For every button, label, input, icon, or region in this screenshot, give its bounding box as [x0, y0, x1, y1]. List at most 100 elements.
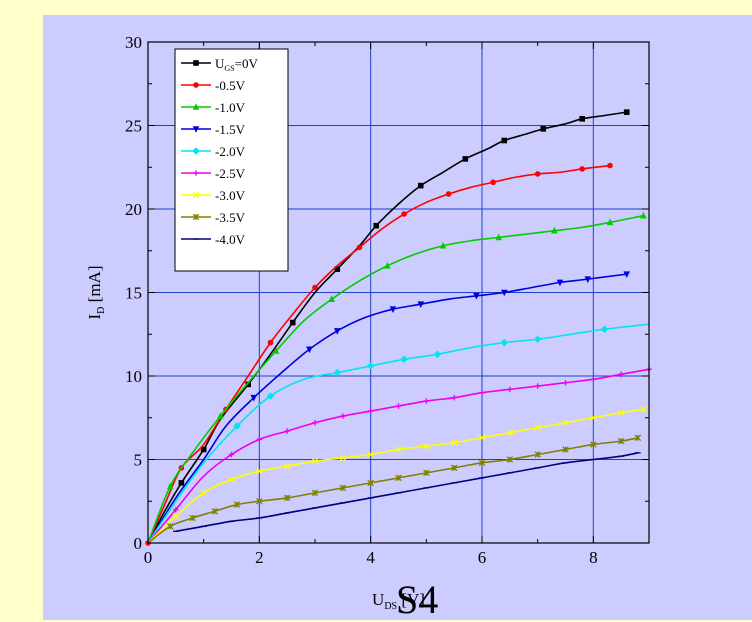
- y-tick-label: 5: [134, 451, 143, 470]
- y-tick-label: 25: [125, 117, 142, 136]
- x-tick-label: 8: [589, 548, 598, 567]
- series-1: [145, 162, 613, 546]
- data-point: [562, 446, 569, 453]
- data-point: [367, 408, 374, 414]
- series-line: [147, 323, 650, 544]
- data-point: [395, 474, 402, 482]
- data-point: [311, 457, 319, 465]
- legend-marker: [193, 82, 199, 88]
- y-tick-label: 10: [125, 367, 142, 386]
- data-point: [507, 386, 513, 393]
- series-6: [147, 406, 647, 544]
- data-point: [584, 276, 592, 283]
- ticks: 0 2 4 6 8 0 5 10 15 20 25 30: [125, 33, 650, 567]
- legend-marker: [192, 191, 200, 199]
- x-tick-label: 6: [478, 548, 487, 567]
- data-point: [640, 211, 647, 219]
- data-point: [256, 436, 263, 443]
- data-point: [189, 514, 196, 522]
- data-point: [579, 166, 585, 172]
- data-point: [401, 211, 407, 217]
- data-point: [389, 306, 397, 313]
- legend-marker: [192, 213, 200, 221]
- data-point: [579, 116, 585, 122]
- data-point: [256, 467, 263, 475]
- data-point: [640, 406, 647, 413]
- data-point: [211, 508, 219, 515]
- data-point: [333, 328, 341, 335]
- data-point: [534, 424, 541, 432]
- data-point: [617, 409, 625, 416]
- legend-label: -4.0V: [215, 232, 246, 247]
- series-8: [173, 452, 641, 533]
- data-point: [395, 446, 402, 453]
- x-tick-label: 4: [366, 548, 375, 567]
- data-point: [417, 182, 424, 189]
- data-point: [533, 335, 542, 344]
- data-point: [618, 371, 624, 378]
- data-point: [228, 476, 235, 483]
- data-point: [606, 218, 614, 226]
- legend-item: -2.0V: [181, 144, 246, 159]
- data-point: [339, 484, 347, 492]
- data-point: [500, 289, 508, 297]
- x-tick-label: 0: [144, 548, 153, 567]
- data-point: [534, 383, 541, 389]
- data-point: [312, 419, 318, 426]
- data-point: [284, 428, 290, 434]
- legend-marker: [192, 147, 200, 155]
- data-point: [590, 376, 597, 383]
- data-point: [562, 419, 569, 427]
- legend-label: -3.5V: [215, 210, 246, 225]
- legend-item: -3.5V: [181, 210, 246, 225]
- data-point: [634, 434, 642, 442]
- series-line: [147, 437, 639, 544]
- data-point: [450, 464, 458, 472]
- data-point: [607, 162, 613, 169]
- slide-number: S4: [396, 577, 439, 622]
- legend-item: UGS=0V: [181, 56, 258, 73]
- legend-marker: [193, 60, 199, 66]
- data-point: [445, 191, 452, 197]
- data-point: [395, 403, 402, 409]
- data-point: [500, 338, 509, 347]
- data-point: [534, 451, 541, 458]
- data-point: [340, 413, 346, 419]
- legend: UGS=0V -0.5V -1.0V -1.5V -2.0V -2.5V -3.0V -3.5…: [174, 48, 289, 272]
- data-point: [306, 346, 313, 354]
- data-point: [267, 339, 274, 346]
- data-point: [367, 479, 374, 487]
- chart-panel-background: [43, 15, 752, 620]
- data-point: [423, 442, 430, 450]
- data-point: [540, 126, 547, 132]
- chart: 0 2 4 6 8 0 5 10 15 20 25 30 UGS=0V -0.5V -1.0V -1.5V -…: [43, 15, 752, 620]
- data-point: [217, 412, 224, 419]
- data-point: [450, 439, 458, 447]
- y-axis-label: ID [mA]: [85, 266, 107, 320]
- data-point: [423, 469, 430, 477]
- series-line: [147, 273, 627, 544]
- legend-item: -1.5V: [181, 122, 246, 137]
- data-point: [266, 392, 275, 400]
- data-point: [367, 451, 374, 458]
- data-point: [166, 482, 174, 490]
- data-point: [623, 109, 630, 115]
- data-point: [600, 325, 609, 334]
- data-point: [400, 355, 408, 364]
- data-point: [478, 434, 486, 442]
- data-point: [451, 394, 457, 401]
- data-point: [366, 362, 375, 370]
- data-point: [478, 459, 486, 467]
- legend-label: -1.5V: [215, 122, 246, 137]
- legend-label: UGS=0V: [215, 56, 258, 73]
- legend-item: -2.5V: [181, 166, 246, 181]
- legend-label: -2.5V: [215, 166, 246, 181]
- y-tick-label: 20: [125, 200, 142, 219]
- data-point: [623, 271, 631, 278]
- data-point: [311, 489, 319, 497]
- legend-marker: [192, 126, 200, 133]
- data-point: [506, 429, 514, 437]
- legend-item: -0.5V: [181, 78, 246, 93]
- data-point: [373, 222, 380, 229]
- data-point: [384, 261, 391, 269]
